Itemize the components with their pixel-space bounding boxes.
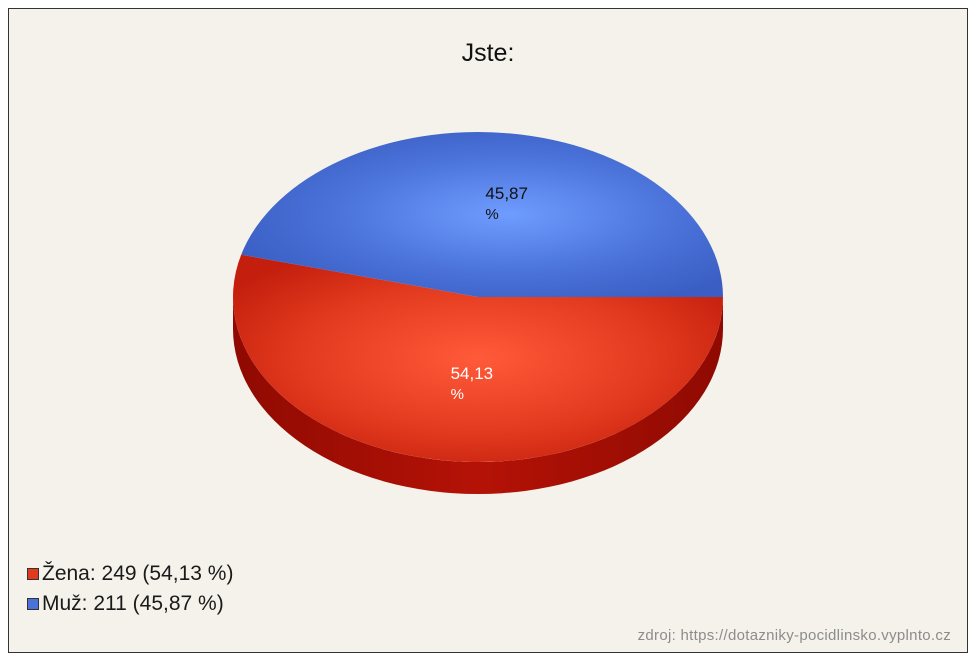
pie-label-unit-muž: % bbox=[485, 206, 498, 223]
legend: Žena: 249 (54,13 %) Muž: 211 (45,87 %) bbox=[27, 559, 233, 619]
legend-item-muz: Muž: 211 (45,87 %) bbox=[27, 589, 233, 619]
legend-item-zena: Žena: 249 (54,13 %) bbox=[27, 559, 233, 589]
pie-label-muž: 45,87 bbox=[485, 184, 528, 203]
pie-side-žena bbox=[233, 297, 723, 494]
chart-frame: Jste: 54,13% 45,87% Žena: 249 (54,1 bbox=[8, 8, 968, 653]
legend-swatch-muz bbox=[27, 598, 39, 610]
pie-label-unit-žena: % bbox=[451, 386, 464, 403]
pie-label-žena: 54,13 bbox=[451, 364, 494, 383]
legend-label-muz: Muž: 211 (45,87 %) bbox=[42, 592, 224, 615]
pie-chart: 54,13% 45,87% bbox=[233, 131, 724, 494]
pie-slice-žena bbox=[233, 254, 723, 462]
legend-label-zena: Žena: 249 (54,13 %) bbox=[42, 562, 234, 585]
legend-swatch-zena bbox=[27, 568, 39, 580]
chart-title: Jste: bbox=[461, 39, 515, 67]
pie-slice-muž bbox=[241, 131, 724, 297]
source-attribution: zdroj: https://dotazniky-pocidlinsko.vyp… bbox=[637, 627, 951, 644]
